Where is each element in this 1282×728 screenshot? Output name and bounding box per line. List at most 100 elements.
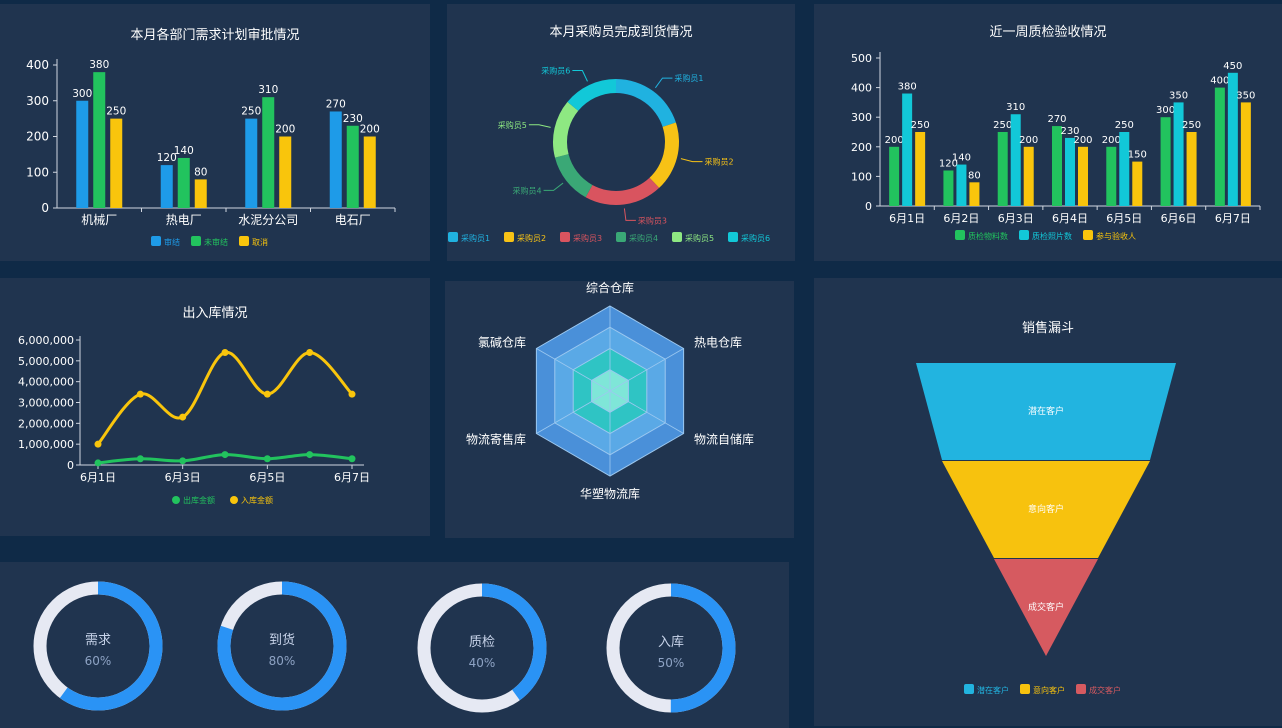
y-tick-label: 400 (851, 82, 872, 95)
funnel-segment (916, 363, 1176, 460)
bar (969, 182, 980, 206)
bar (346, 125, 359, 208)
funnel-label: 意向客户 (1028, 503, 1064, 515)
bar-value-label: 270 (326, 98, 346, 110)
bar-value-label: 200 (885, 135, 904, 146)
y-tick-label: 500 (851, 52, 872, 65)
label-leader-line (572, 70, 588, 82)
x-tick-label: 水泥分公司 (238, 213, 298, 227)
bar (245, 118, 258, 208)
y-tick-label: 400 (26, 58, 49, 72)
bar-value-label: 450 (1223, 61, 1242, 72)
bar-value-label: 230 (1060, 126, 1079, 137)
progress-label: 到货 (269, 632, 295, 648)
radar-spoke (536, 348, 611, 392)
radar-indicator-label: 物流自储库 (694, 432, 754, 447)
y-tick-label: 2,000,000 (18, 417, 74, 430)
legend-swatch (1076, 684, 1086, 694)
bar (889, 146, 900, 206)
buyer-chart-title: 本月采购员完成到货情况 (549, 25, 693, 40)
donut-slice (585, 177, 660, 206)
data-point (94, 440, 102, 448)
legend-swatch (728, 232, 738, 242)
funnel-segment (942, 461, 1150, 558)
x-tick-label: 6月3日 (998, 212, 1034, 225)
legend-label: 采购员1 (461, 233, 490, 243)
legend-label: 采购员3 (573, 233, 602, 243)
bar (1214, 87, 1225, 206)
bar-value-label: 80 (194, 166, 207, 178)
progress-percent: 40% (469, 656, 496, 670)
bar (956, 164, 967, 206)
progress-label: 入库 (658, 634, 684, 650)
bar (262, 97, 275, 208)
slice-label: 采购员2 (705, 157, 734, 167)
x-tick-label: 热电厂 (166, 213, 202, 227)
bar (1065, 137, 1075, 206)
bar (363, 136, 376, 208)
bar-value-label: 250 (911, 120, 930, 131)
progress-label: 质检 (469, 635, 495, 650)
donut-slice (649, 122, 679, 188)
slice-label: 采购员4 (512, 185, 541, 195)
progress-percent: 50% (658, 656, 685, 670)
bar (1106, 146, 1117, 206)
x-tick-label: 6月6日 (1161, 212, 1197, 225)
donut-slice (616, 79, 676, 127)
y-tick-label: 100 (851, 170, 872, 183)
bar (1052, 126, 1062, 206)
x-tick-label: 6月5日 (1106, 212, 1142, 225)
legend-swatch (230, 496, 238, 504)
data-point (263, 455, 271, 463)
y-tick-label: 200 (26, 130, 49, 144)
radar-chart-panel: 综合仓库 热电仓库 物流自储库 华塑物流库 物流寄售库 氯碱仓库 (445, 281, 794, 538)
legend-swatch (191, 236, 201, 246)
legend-swatch (672, 232, 682, 242)
x-tick-label: 6月1日 (889, 212, 925, 225)
radar-indicator-label: 华塑物流库 (580, 486, 640, 501)
y-tick-label: 1,000,000 (18, 438, 74, 451)
qc-chart-title: 近一周质检验收情况 (989, 25, 1107, 40)
legend-swatch (172, 496, 180, 504)
bar-value-label: 150 (1128, 150, 1147, 161)
dept-chart-title: 本月各部门需求计划审批情况 (130, 28, 300, 43)
donut-slice (554, 154, 593, 198)
progress-ring-fill (606, 583, 736, 713)
bar-value-label: 200 (1102, 135, 1121, 146)
legend-label: 意向客户 (1033, 685, 1065, 695)
legend-swatch (151, 236, 161, 246)
bar-value-label: 250 (993, 120, 1012, 131)
bar (194, 179, 207, 208)
data-point (136, 390, 144, 398)
x-tick-label: 6月3日 (165, 471, 201, 484)
bar-value-label: 380 (898, 82, 917, 93)
funnel-label: 潜在客户 (1028, 405, 1064, 417)
legend-label: 采购员5 (685, 233, 714, 243)
x-tick-label: 6月1日 (80, 471, 116, 484)
bar-value-label: 350 (1236, 90, 1255, 101)
progress-rings: 需求 60% 到货 80% 质检 40% 入库 50% (33, 581, 736, 713)
legend-label: 采购员2 (517, 233, 546, 243)
data-point (94, 459, 102, 467)
data-point (348, 455, 356, 463)
bar (997, 132, 1008, 206)
y-tick-label: 3,000,000 (18, 397, 74, 410)
bar-value-label: 200 (275, 124, 295, 136)
radar-indicator-label: 氯碱仓库 (478, 335, 526, 350)
bar (1227, 72, 1238, 206)
legend-swatch (1020, 684, 1030, 694)
bar (1132, 161, 1143, 206)
bar-value-label: 250 (106, 106, 126, 118)
donut-slice (553, 101, 579, 158)
qc-chart-panel: 近一周质检验收情况 0 100 200 300 400 500 6月1日 200 380 250 6… (814, 4, 1282, 261)
progress-percent: 80% (269, 654, 296, 668)
bar-value-label: 200 (1073, 135, 1092, 146)
data-point (136, 455, 144, 463)
bar (329, 111, 342, 208)
legend-label: 成交客户 (1089, 685, 1121, 695)
bar (93, 72, 106, 209)
bar-value-label: 300 (1156, 105, 1175, 116)
legend-label: 入库金额 (241, 495, 273, 505)
progress-panel: 需求 60% 到货 80% 质检 40% 入库 50% (0, 562, 789, 728)
